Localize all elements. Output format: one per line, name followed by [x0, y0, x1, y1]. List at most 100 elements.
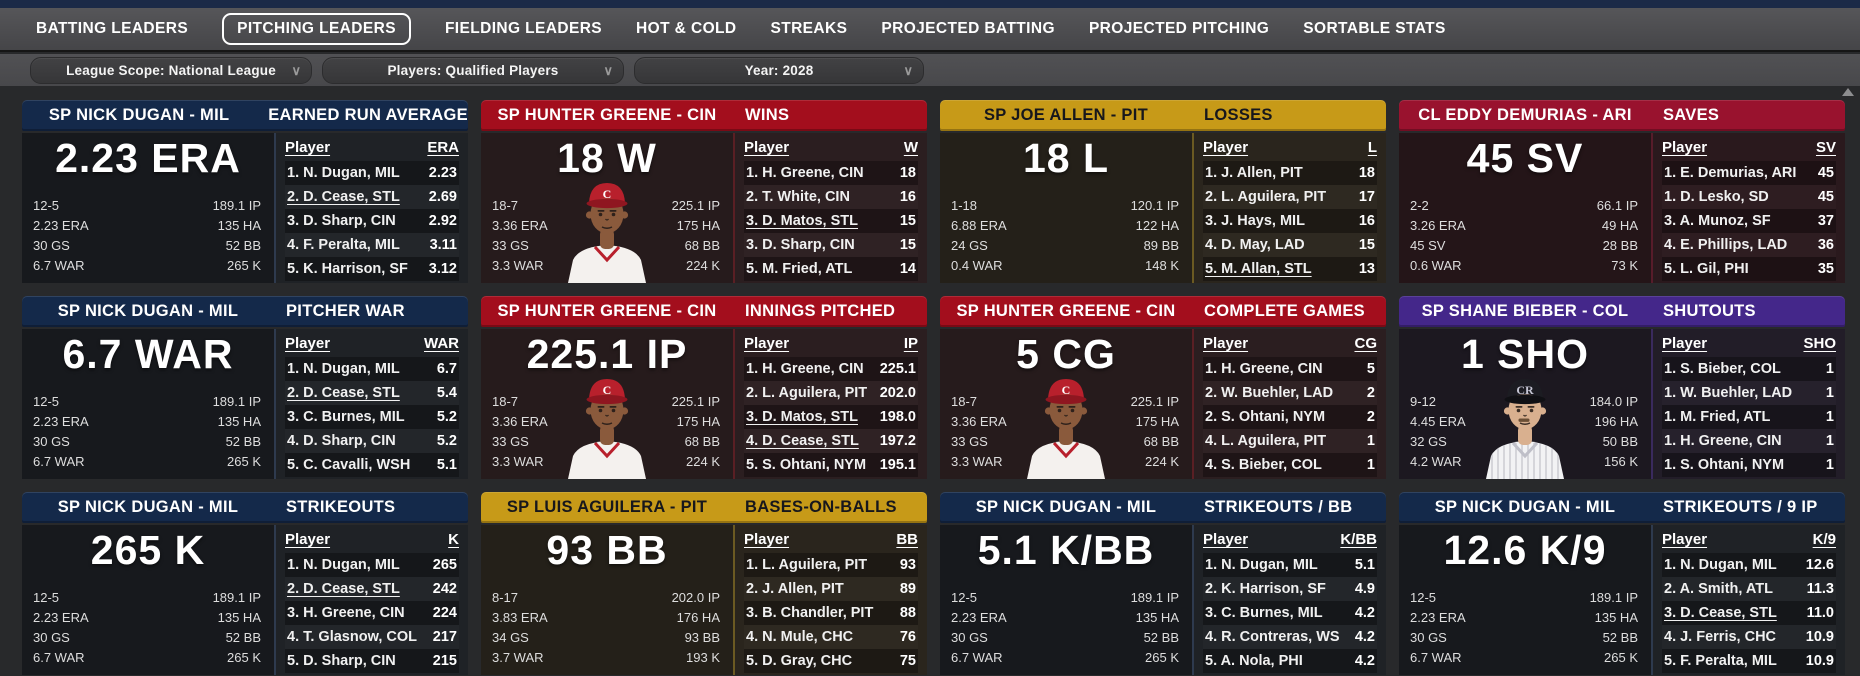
- card-player-name[interactable]: SP LUIS AGUILERA - PIT: [506, 498, 708, 516]
- player-column-header[interactable]: Player: [744, 139, 790, 156]
- stat-column-header[interactable]: SV: [1815, 139, 1836, 156]
- card-category-title[interactable]: STRIKEOUTS / 9 IP: [1663, 498, 1818, 516]
- leaderboard-player[interactable]: 5. C. Cavalli, WSH: [287, 457, 411, 473]
- players-filter-dropdown[interactable]: Players: Qualified Players ∨: [322, 57, 624, 84]
- tab-pitching-leaders[interactable]: PITCHING LEADERS: [222, 13, 411, 45]
- leaderboard-player[interactable]: 2. D. Cease, STL: [287, 189, 400, 205]
- card-player-name[interactable]: SP HUNTER GREENE - CIN: [497, 302, 717, 320]
- leaderboard-player[interactable]: 3. B. Chandler, PIT: [746, 605, 874, 621]
- leaderboard-row[interactable]: 4. E. Phillips, LAD 36: [1662, 233, 1836, 257]
- leaderboard-player[interactable]: 1. H. Greene, CIN: [1664, 433, 1782, 449]
- leaderboard-row[interactable]: 1. H. Greene, CIN 1: [1662, 429, 1836, 453]
- leaderboard-row[interactable]: 1. N. Dugan, MIL 2.23: [285, 161, 459, 185]
- card-category-title[interactable]: BASES-ON-BALLS: [745, 498, 897, 516]
- leaderboard-player[interactable]: 2. T. White, CIN: [746, 189, 850, 205]
- leaderboard-player[interactable]: 2. D. Cease, STL: [287, 385, 400, 401]
- leaderboard-player[interactable]: 3. J. Hays, MIL: [1205, 213, 1305, 229]
- leaderboard-row[interactable]: 1. E. Demurias, ARI 45: [1662, 161, 1836, 185]
- leaderboard-row[interactable]: 2. S. Ohtani, NYM 2: [1203, 405, 1377, 429]
- leaderboard-row[interactable]: 3. A. Munoz, SF 37: [1662, 209, 1836, 233]
- leaderboard-row[interactable]: 3. J. Hays, MIL 16: [1203, 209, 1377, 233]
- card-player-name[interactable]: SP NICK DUGAN - MIL: [57, 302, 239, 320]
- card-player-name[interactable]: SP JOE ALLEN - PIT: [983, 106, 1148, 124]
- card-category-title[interactable]: STRIKEOUTS / BB: [1204, 498, 1353, 516]
- leaderboard-player[interactable]: 1. N. Dugan, MIL: [1664, 557, 1777, 573]
- leaderboard-row[interactable]: 1. H. Greene, CIN 18: [744, 161, 918, 185]
- leaderboard-row[interactable]: 5. C. Cavalli, WSH 5.1: [285, 453, 459, 477]
- leaderboard-row[interactable]: 4. D. May, LAD 15: [1203, 233, 1377, 257]
- leaderboard-row[interactable]: 1. D. Lesko, SD 45: [1662, 185, 1836, 209]
- card-category-title[interactable]: INNINGS PITCHED: [745, 302, 896, 320]
- card-player-name[interactable]: SP HUNTER GREENE - CIN: [497, 106, 717, 124]
- leaderboard-player[interactable]: 4. E. Phillips, LAD: [1664, 237, 1788, 253]
- leaderboard-player[interactable]: 1. N. Dugan, MIL: [287, 361, 400, 377]
- leaderboard-row[interactable]: 4. N. Mule, CHC 76: [744, 625, 918, 649]
- leaderboard-row[interactable]: 3. D. Matos, STL 15: [744, 209, 918, 233]
- leaderboard-player[interactable]: 1. E. Demurias, ARI: [1664, 165, 1797, 181]
- card-player-name[interactable]: SP NICK DUGAN - MIL: [48, 106, 230, 124]
- stat-column-header[interactable]: CG: [1354, 335, 1378, 352]
- leaderboard-row[interactable]: 2. L. Aguilera, PIT 202.0: [744, 381, 918, 405]
- card-category-title[interactable]: PITCHER WAR: [286, 302, 405, 320]
- leaderboard-player[interactable]: 2. S. Ohtani, NYM: [1205, 409, 1326, 425]
- stat-column-header[interactable]: W: [903, 139, 918, 156]
- stat-column-header[interactable]: K/BB: [1340, 531, 1377, 548]
- player-column-header[interactable]: Player: [1662, 335, 1708, 352]
- leaderboard-player[interactable]: 1. H. Greene, CIN: [746, 165, 864, 181]
- leaderboard-row[interactable]: 5. M. Fried, ATL 14: [744, 257, 918, 281]
- leaderboard-player[interactable]: 3. C. Burnes, MIL: [287, 409, 405, 425]
- leaderboard-row[interactable]: 3. D. Cease, STL 11.0: [1662, 601, 1836, 625]
- leaderboard-player[interactable]: 1. S. Ohtani, NYM: [1664, 457, 1785, 473]
- leaderboard-row[interactable]: 1. L. Aguilera, PIT 93: [744, 553, 918, 577]
- stat-column-header[interactable]: SHO: [1803, 335, 1836, 352]
- leaderboard-player[interactable]: 5. D. Sharp, CIN: [287, 653, 396, 669]
- tab-projected-pitching[interactable]: PROJECTED PITCHING: [1088, 20, 1270, 37]
- leaderboard-row[interactable]: 3. C. Burnes, MIL 5.2: [285, 405, 459, 429]
- leaderboard-player[interactable]: 1. H. Greene, CIN: [746, 361, 864, 377]
- tab-batting-leaders[interactable]: BATTING LEADERS: [36, 20, 189, 37]
- leaderboard-row[interactable]: 3. D. Sharp, CIN 2.92: [285, 209, 459, 233]
- leaderboard-player[interactable]: 2. K. Harrison, SF: [1205, 581, 1326, 597]
- leaderboard-player[interactable]: 1. N. Dugan, MIL: [287, 165, 400, 181]
- leaderboard-row[interactable]: 5. A. Nola, PHI 4.2: [1203, 649, 1377, 673]
- leaderboard-row[interactable]: 4. J. Ferris, CHC 10.9: [1662, 625, 1836, 649]
- leaderboard-row[interactable]: 2. T. White, CIN 16: [744, 185, 918, 209]
- stat-column-header[interactable]: K: [448, 531, 459, 548]
- card-player-name[interactable]: SP SHANE BIEBER - COL: [1421, 302, 1629, 320]
- stat-column-header[interactable]: BB: [896, 531, 918, 548]
- leaderboard-player[interactable]: 5. M. Fried, ATL: [746, 261, 853, 277]
- card-category-title[interactable]: COMPLETE GAMES: [1204, 302, 1365, 320]
- leaderboard-player[interactable]: 3. D. Sharp, CIN: [746, 237, 855, 253]
- player-column-header[interactable]: Player: [285, 335, 331, 352]
- leaderboard-player[interactable]: 4. F. Peralta, MIL: [287, 237, 400, 253]
- leaderboard-row[interactable]: 3. D. Sharp, CIN 15: [744, 233, 918, 257]
- leaderboard-player[interactable]: 4. L. Aguilera, PIT: [1205, 433, 1327, 449]
- leaderboard-row[interactable]: 1. N. Dugan, MIL 265: [285, 553, 459, 577]
- scroll-up-arrow-icon[interactable]: [1842, 88, 1854, 96]
- player-column-header[interactable]: Player: [285, 139, 331, 156]
- leaderboard-player[interactable]: 1. L. Aguilera, PIT: [746, 557, 868, 573]
- leaderboard-player[interactable]: 4. T. Glasnow, COL: [287, 629, 417, 645]
- leaderboard-player[interactable]: 3. D. Matos, STL: [746, 213, 858, 229]
- player-column-header[interactable]: Player: [1662, 531, 1708, 548]
- leaderboard-player[interactable]: 1. N. Dugan, MIL: [1205, 557, 1318, 573]
- leaderboard-player[interactable]: 1. D. Lesko, SD: [1664, 189, 1769, 205]
- card-category-title[interactable]: EARNED RUN AVERAGE: [268, 106, 468, 124]
- leaderboard-player[interactable]: 1. N. Dugan, MIL: [287, 557, 400, 573]
- leaderboard-row[interactable]: 1. J. Allen, PIT 18: [1203, 161, 1377, 185]
- leaderboard-row[interactable]: 2. D. Cease, STL 242: [285, 577, 459, 601]
- year-dropdown[interactable]: Year: 2028 ∨: [634, 57, 924, 84]
- leaderboard-player[interactable]: 5. K. Harrison, SF: [287, 261, 408, 277]
- leaderboard-player[interactable]: 1. J. Allen, PIT: [1205, 165, 1303, 181]
- card-player-name[interactable]: SP NICK DUGAN - MIL: [975, 498, 1157, 516]
- leaderboard-player[interactable]: 3. D. Cease, STL: [1664, 605, 1777, 621]
- player-column-header[interactable]: Player: [1203, 531, 1249, 548]
- card-player-name[interactable]: SP NICK DUGAN - MIL: [1434, 498, 1616, 516]
- player-column-header[interactable]: Player: [1203, 335, 1249, 352]
- leaderboard-row[interactable]: 1. H. Greene, CIN 225.1: [744, 357, 918, 381]
- leaderboard-row[interactable]: 2. J. Allen, PIT 89: [744, 577, 918, 601]
- leaderboard-player[interactable]: 3. A. Munoz, SF: [1664, 213, 1771, 229]
- leaderboard-player[interactable]: 3. D. Sharp, CIN: [287, 213, 396, 229]
- leaderboard-player[interactable]: 5. F. Peralta, MIL: [1664, 653, 1777, 669]
- card-player-name[interactable]: CL EDDY DEMURIAS - ARI: [1418, 106, 1632, 124]
